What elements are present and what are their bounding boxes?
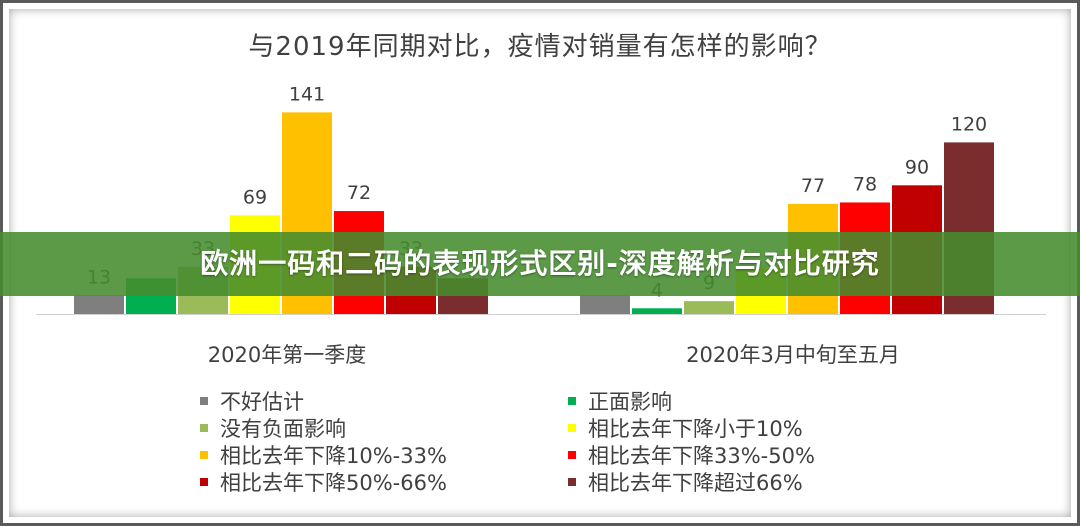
legend-swatch: [568, 478, 576, 486]
legend-item-6: 相比去年下降33%-50%: [568, 442, 815, 470]
legend-label: 没有负面影响: [220, 417, 346, 441]
legend-label: 相比去年下降10%-33%: [220, 444, 447, 468]
legend-swatch: [200, 397, 208, 405]
chart-title: 与2019年同期对比，疫情对销量有怎样的影响？: [248, 32, 832, 62]
category-label-2: 2020年3月中旬至五月: [686, 343, 900, 367]
banner-text: 欧洲一码和二码的表现形式区别-深度解析与对比研究: [200, 247, 880, 280]
chart-legend: 不好估计 正面影响没有负面影响 相比去年下降小于10% 相比去年下降10%-33% 相比…: [0, 388, 1080, 508]
bar-1-1: [74, 295, 124, 314]
bar-2-1: [580, 295, 630, 314]
legend-label: 相比去年下降50%-66%: [220, 471, 447, 495]
data-label-2-5: 77: [801, 175, 825, 197]
legend-label: 正面影响: [588, 390, 672, 414]
legend-label: 不好估计: [220, 390, 304, 414]
data-label-1-6: 72: [347, 182, 371, 204]
legend-swatch: [568, 424, 576, 432]
legend-item-5: 相比去年下降10%-33%: [200, 442, 447, 470]
legend-swatch: [568, 451, 576, 459]
legend-swatch: [200, 478, 208, 486]
data-label-1-5: 141: [289, 83, 325, 105]
data-label-2-6: 78: [853, 173, 877, 195]
legend-item-4: 相比去年下降小于10%: [568, 415, 803, 443]
legend-swatch: [568, 397, 576, 405]
data-label-2-8: 120: [951, 113, 987, 135]
legend-label: 相比去年下降超过66%: [588, 471, 803, 495]
bar-2-2: [632, 308, 682, 314]
overlay-banner: 欧洲一码和二码的表现形式区别-深度解析与对比研究: [0, 232, 1080, 296]
legend-swatch: [200, 451, 208, 459]
data-label-2-7: 90: [905, 156, 929, 178]
legend-item-2: 正面影响: [568, 388, 672, 416]
data-label-1-4: 69: [243, 186, 267, 208]
legend-item-8: 相比去年下降超过66%: [568, 469, 803, 497]
legend-item-7: 相比去年下降50%-66%: [200, 469, 447, 497]
legend-label: 相比去年下降33%-50%: [588, 444, 815, 468]
legend-label: 相比去年下降小于10%: [588, 417, 803, 441]
legend-item-3: 没有负面影响: [200, 415, 346, 443]
legend-swatch: [200, 424, 208, 432]
category-label-1: 2020年第一季度: [208, 343, 366, 367]
bar-2-3: [684, 301, 734, 314]
legend-item-1: 不好估计: [200, 388, 304, 416]
